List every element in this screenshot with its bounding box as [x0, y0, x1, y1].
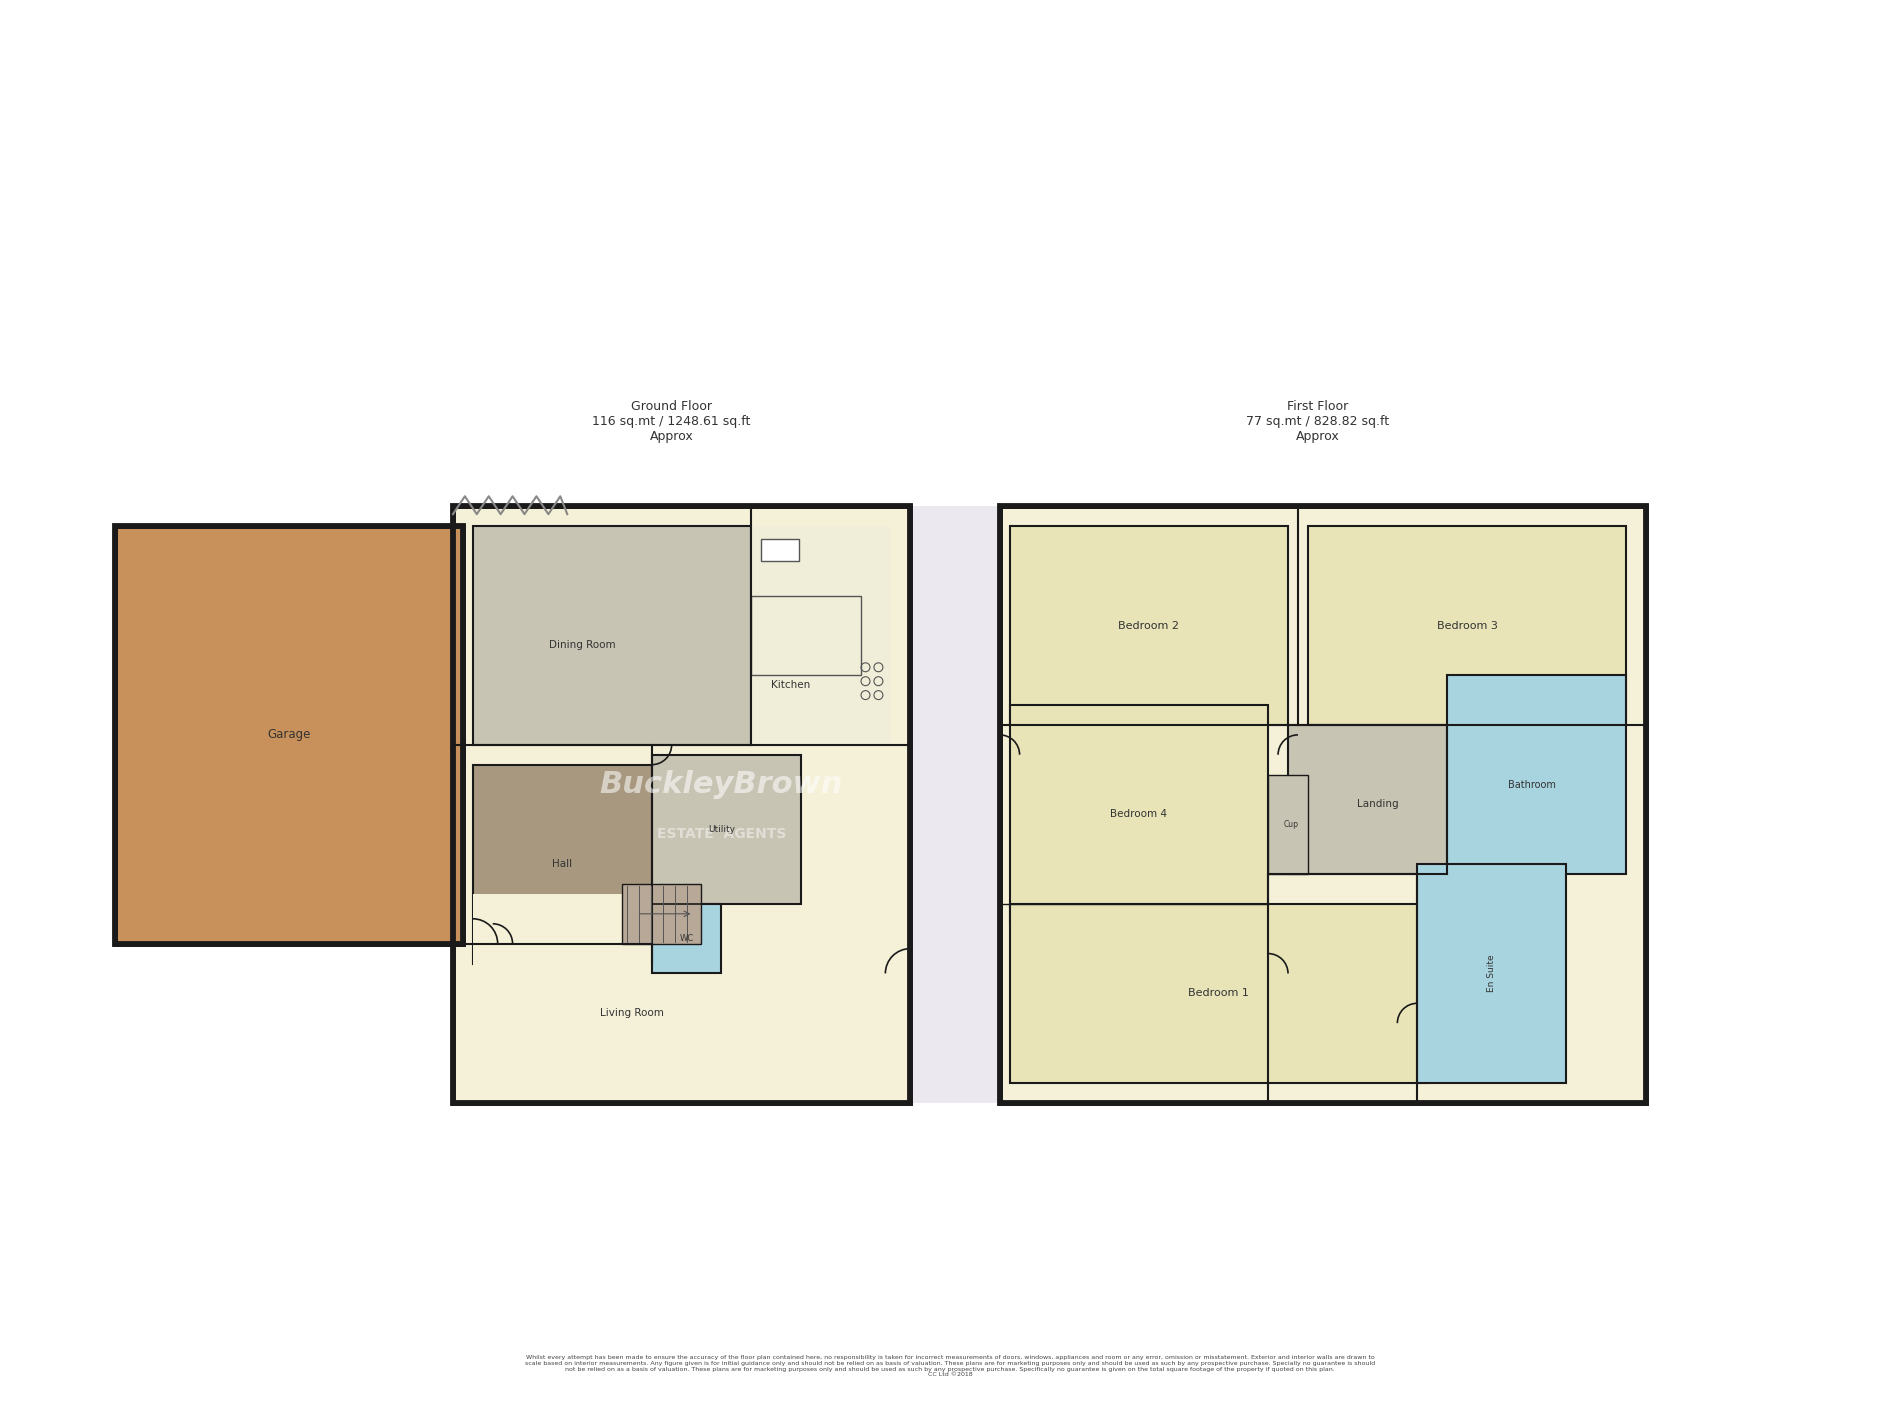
Text: Bedroom 4: Bedroom 4 — [1110, 809, 1167, 819]
Bar — [473, 893, 891, 1083]
Bar — [1288, 725, 1467, 874]
Bar — [473, 765, 671, 963]
Text: Dining Room: Dining Room — [549, 640, 616, 650]
Text: Bedroom 1: Bedroom 1 — [1188, 989, 1248, 999]
Text: Bedroom 3: Bedroom 3 — [1436, 620, 1497, 630]
Bar — [750, 526, 891, 745]
Text: First Floor
77 sq.mt / 828.82 sq.ft
Approx: First Floor 77 sq.mt / 828.82 sq.ft Appr… — [1246, 400, 1389, 443]
Text: Bedroom 2: Bedroom 2 — [1119, 620, 1180, 630]
Bar — [1009, 903, 1427, 1083]
Bar — [1417, 864, 1566, 1083]
Bar — [762, 539, 798, 561]
Polygon shape — [452, 506, 910, 1103]
Text: Kitchen: Kitchen — [771, 680, 811, 690]
Bar — [652, 903, 722, 973]
Bar — [114, 526, 464, 943]
Bar — [1267, 775, 1307, 874]
Bar — [999, 506, 1645, 1103]
Polygon shape — [999, 506, 1645, 1103]
Text: Bathroom: Bathroom — [1507, 779, 1556, 789]
Bar — [452, 506, 910, 1103]
Bar — [1307, 526, 1626, 725]
Bar — [621, 884, 701, 943]
Bar — [114, 526, 464, 943]
Text: Utility: Utility — [709, 825, 735, 834]
Text: ESTATE  AGENTS: ESTATE AGENTS — [657, 828, 787, 841]
Text: Hall: Hall — [553, 859, 572, 869]
Text: Living Room: Living Room — [600, 1009, 663, 1019]
Text: Garage: Garage — [268, 728, 310, 741]
Text: En Suite: En Suite — [1488, 955, 1497, 992]
Bar — [1009, 705, 1267, 923]
Text: WC: WC — [680, 935, 694, 943]
Text: Landing: Landing — [1357, 799, 1398, 809]
Text: BuckleyBrown: BuckleyBrown — [600, 770, 844, 799]
Text: Whilst every attempt has been made to ensure the accuracy of the floor plan cont: Whilst every attempt has been made to en… — [524, 1355, 1376, 1378]
Bar — [473, 526, 750, 745]
Bar — [633, 506, 1009, 1103]
Bar — [652, 755, 802, 903]
Bar — [1448, 675, 1626, 874]
Text: Ground Floor
116 sq.mt / 1248.61 sq.ft
Approx: Ground Floor 116 sq.mt / 1248.61 sq.ft A… — [593, 400, 750, 443]
Bar — [1009, 526, 1288, 725]
Text: Cup: Cup — [1284, 819, 1298, 829]
Bar — [750, 596, 861, 675]
